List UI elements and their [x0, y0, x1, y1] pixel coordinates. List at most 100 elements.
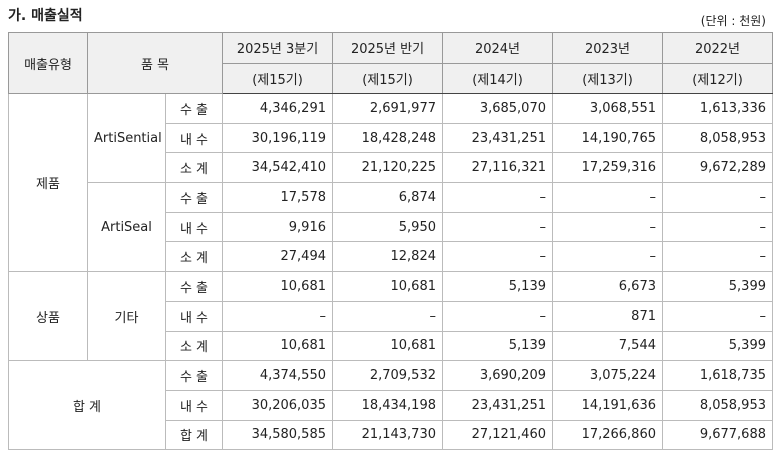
value-cell: – [662, 300, 773, 332]
value-cell: 27,116,321 [442, 152, 553, 184]
value-cell: – [222, 300, 333, 332]
period-header: 2022년 [662, 32, 773, 64]
item-cell: ArtiSential [87, 92, 166, 184]
sales-table: 매출유형 품 목 2025년 3분기 2025년 반기 2024년 2023년 2022년(… [8, 32, 773, 451]
value-cell: 2,691,977 [332, 93, 443, 124]
value-cell: 10,681 [222, 271, 333, 302]
value-cell: 14,191,636 [552, 389, 663, 421]
value-cell: – [662, 182, 773, 213]
row-label: 소 계 [165, 152, 223, 184]
term-header: (제14기) [442, 62, 553, 94]
value-cell: 23,431,251 [442, 122, 553, 154]
value-cell: – [442, 182, 553, 213]
value-cell: 3,068,551 [552, 93, 663, 124]
value-cell: 5,139 [442, 330, 553, 362]
table-body: 제품 ArtiSential 수 출 4,346,291 2,691,977 3,685,… [8, 92, 773, 451]
row-label: 수 출 [165, 182, 223, 213]
value-cell: 34,580,585 [222, 419, 333, 451]
term-header: (제13기) [552, 62, 663, 94]
type-cell: 상품 [8, 271, 88, 362]
row-label: 내 수 [165, 122, 223, 154]
value-cell: – [662, 241, 773, 273]
value-cell: 10,681 [332, 271, 443, 302]
period-header: 2025년 3분기 [222, 32, 333, 64]
value-cell: 21,120,225 [332, 152, 443, 184]
data-row: 내 수 – – –871– [9, 300, 773, 332]
value-cell: – [442, 211, 553, 243]
row-label: 합 계 [165, 419, 223, 451]
value-cell: 8,058,953 [662, 389, 773, 421]
value-cell: – [552, 182, 663, 213]
row-label: 내 수 [165, 389, 223, 421]
table-head: 매출유형 품 목 2025년 3분기 2025년 반기 2024년 2023년 2022년(… [8, 32, 773, 94]
value-cell: 5,399 [662, 271, 773, 302]
value-cell: 18,428,248 [332, 122, 443, 154]
value-cell: – [662, 211, 773, 243]
value-cell: – [332, 300, 443, 332]
value-cell: 1,613,336 [662, 93, 773, 124]
value-cell: 1,618,735 [662, 360, 773, 391]
value-cell: 34,542,410 [222, 152, 333, 184]
value-cell: 12,824 [332, 241, 443, 273]
item-cell: 기타 [87, 271, 166, 362]
value-cell: 2,709,532 [332, 360, 443, 391]
data-row: 소 계 34,542,410 21,120,225 27,116,321 17,259,… [9, 152, 773, 184]
value-cell: 23,431,251 [442, 389, 553, 421]
value-cell: 17,266,860 [552, 419, 663, 451]
row-label: 수 출 [165, 93, 223, 124]
header-row: (제15기) (제15기) (제14기) (제13기) (제12기) [9, 62, 773, 94]
term-header: (제12기) [662, 62, 773, 94]
value-cell: 9,677,688 [662, 419, 773, 451]
total-cell: 합 계 [8, 360, 166, 451]
term-header: (제15기) [332, 62, 443, 94]
value-cell: 10,681 [222, 330, 333, 362]
value-cell: – [552, 241, 663, 273]
value-cell: 6,673 [552, 271, 663, 302]
value-cell: 17,578 [222, 182, 333, 213]
value-cell: 21,143,730 [332, 419, 443, 451]
value-cell: 9,672,289 [662, 152, 773, 184]
row-label: 소 계 [165, 241, 223, 273]
header-cell: 매출유형 [8, 32, 88, 94]
period-header: 2024년 [442, 32, 553, 64]
value-cell: 30,206,035 [222, 389, 333, 421]
value-cell: 30,196,119 [222, 122, 333, 154]
value-cell: 5,399 [662, 330, 773, 362]
value-cell: 6,874 [332, 182, 443, 213]
value-cell: 17,259,316 [552, 152, 663, 184]
value-cell: 7,544 [552, 330, 663, 362]
value-cell: – [442, 241, 553, 273]
row-label: 수 출 [165, 271, 223, 302]
period-header: 2023년 [552, 32, 663, 64]
data-row: 내 수 30,196,119 18,428,248 23,431,251 14,190,… [9, 122, 773, 154]
header-row: 매출유형 품 목 2025년 3분기 2025년 반기 2024년 2023년 2022년 [8, 32, 773, 94]
value-cell: 9,916 [222, 211, 333, 243]
value-cell: 871 [552, 300, 663, 332]
item-cell: ArtiSeal [87, 182, 166, 273]
value-cell: 3,685,070 [442, 93, 553, 124]
data-row: 내 수 9,916 5,950– – – [9, 211, 773, 243]
value-cell: 4,374,550 [222, 360, 333, 391]
value-cell: 5,950 [332, 211, 443, 243]
value-cell: 3,075,224 [552, 360, 663, 391]
value-cell: – [552, 211, 663, 243]
data-row: 상품 기타 수 출 10,681 10,681 5,139 6,673 5,399 [8, 271, 773, 362]
period-header: 2025년 반기 [332, 32, 443, 64]
data-row: 제품 ArtiSential 수 출 4,346,291 2,691,977 3,685,… [8, 92, 773, 273]
value-cell: – [442, 300, 553, 332]
term-header: (제15기) [222, 62, 333, 94]
value-cell: 10,681 [332, 330, 443, 362]
type-cell: 제품 [8, 92, 88, 273]
section-title: 가. 매출실적 [8, 8, 83, 24]
value-cell: 4,346,291 [222, 93, 333, 124]
value-cell: 3,690,209 [442, 360, 553, 391]
total-row: 합 계 34,580,585 21,143,730 27,121,460 17,266,… [9, 419, 773, 451]
data-row: 소 계 27,494 12,824– – – [9, 241, 773, 273]
unit-note: (단위 : 천원) [700, 14, 766, 28]
value-cell: 18,434,198 [332, 389, 443, 421]
value-cell: 27,494 [222, 241, 333, 273]
value-cell: 27,121,460 [442, 419, 553, 451]
row-label: 수 출 [165, 360, 223, 391]
